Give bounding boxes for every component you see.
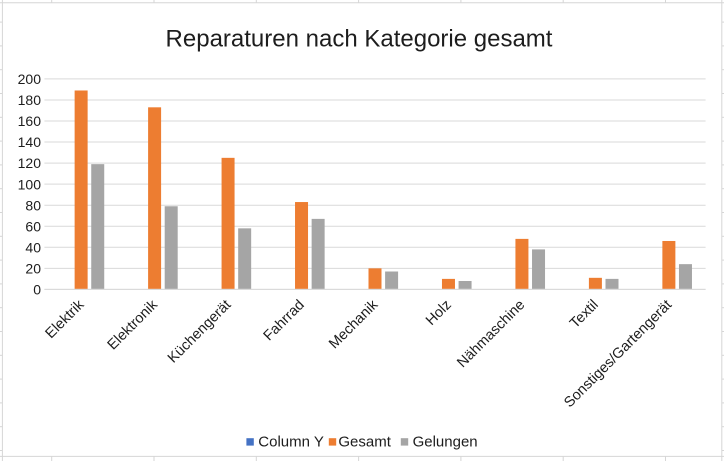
svg-text:0: 0 [33,282,41,298]
svg-text:Gesamt: Gesamt [338,434,391,451]
svg-text:40: 40 [25,239,41,255]
svg-text:Reparaturen nach Kategorie ges: Reparaturen nach Kategorie gesamt [166,25,553,52]
svg-text:200: 200 [18,71,42,87]
svg-text:Column Y: Column Y [258,434,324,451]
svg-text:180: 180 [18,92,42,108]
svg-text:Gelungen: Gelungen [413,434,478,451]
svg-text:100: 100 [18,176,42,192]
svg-text:140: 140 [18,134,42,150]
svg-text:160: 160 [18,113,42,129]
svg-text:80: 80 [25,197,41,213]
svg-text:120: 120 [18,155,42,171]
svg-text:20: 20 [25,260,41,276]
svg-text:60: 60 [25,218,41,234]
